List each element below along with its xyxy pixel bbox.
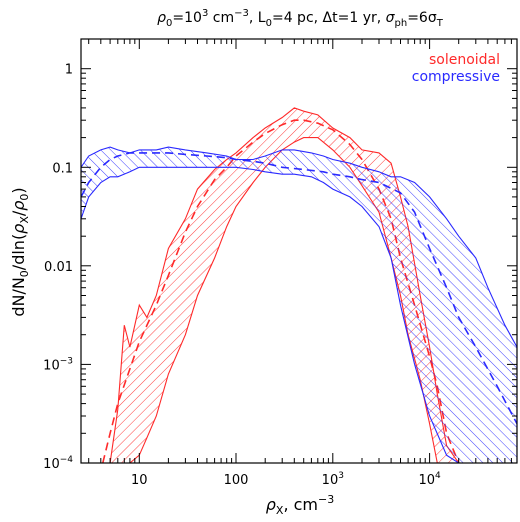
x-tick-label: 100 [224, 473, 249, 488]
x-tick-label: 103 [322, 471, 344, 488]
axis-tick-labels: 10 100 103 104 1 0.1 0.01 10−3 10−4 [43, 63, 441, 488]
plot-area [81, 107, 517, 463]
chart-title: ρ0=103 cm−3, L0=4 pc, Δt=1 yr, σph=6σT [157, 8, 444, 29]
y-tick-label: 0.01 [44, 260, 73, 275]
plot-frame [80, 38, 518, 464]
axis-ticks [81, 38, 518, 464]
compressive-mean-line [81, 152, 517, 425]
legend-entry-compressive: compressive [412, 69, 500, 85]
y-tick-label: 10−4 [43, 455, 73, 472]
y-tick-label: 10−3 [43, 356, 73, 373]
y-tick-label: 1 [65, 63, 73, 78]
y-axis-label: dN/N0/dln(ρX/ρ0) [9, 187, 31, 316]
x-tick-label: 104 [418, 471, 441, 488]
compressive-band [81, 146, 517, 463]
y-tick-label: 0.1 [52, 161, 73, 176]
legend: solenoidal compressive [412, 52, 500, 85]
x-axis-label: ρX, cm−3 [266, 493, 334, 517]
x-tick-label: 10 [131, 473, 148, 488]
legend-entry-solenoidal: solenoidal [429, 52, 500, 68]
